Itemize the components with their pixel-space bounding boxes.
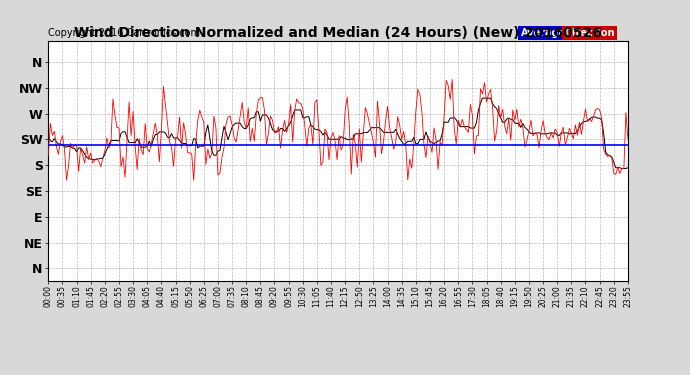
Text: Copyright 2016 Cartronics.com: Copyright 2016 Cartronics.com bbox=[48, 28, 200, 38]
Title: Wind Direction Normalized and Median (24 Hours) (New) 20160526: Wind Direction Normalized and Median (24… bbox=[74, 26, 602, 40]
Text: Direction: Direction bbox=[564, 28, 615, 38]
Text: Average: Average bbox=[521, 28, 566, 38]
